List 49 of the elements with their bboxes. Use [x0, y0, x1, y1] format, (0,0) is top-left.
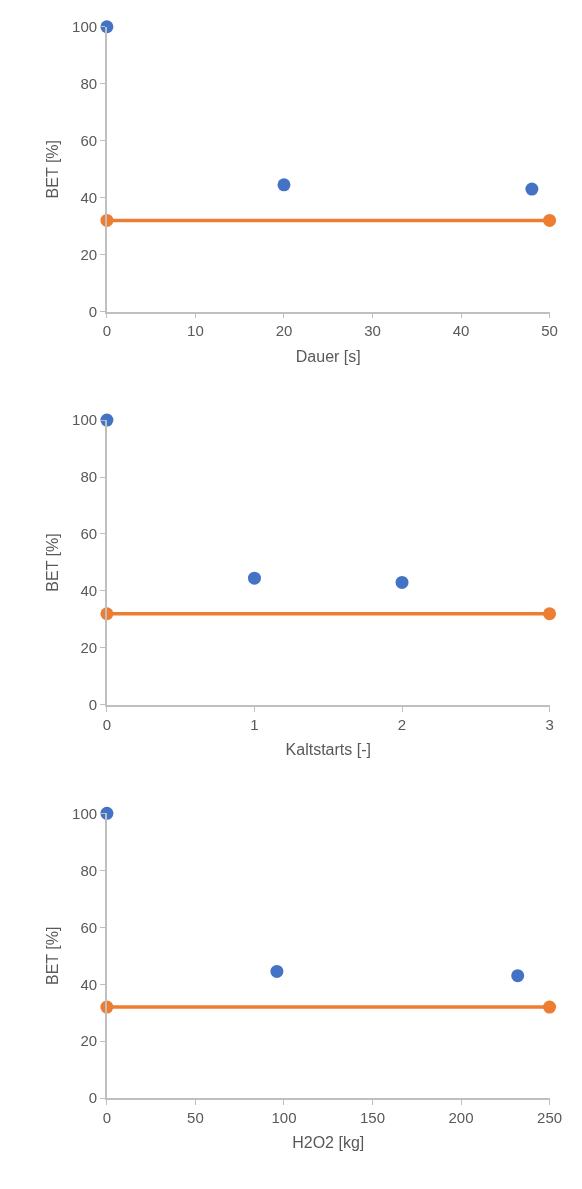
point — [277, 178, 291, 192]
point — [511, 969, 525, 983]
point — [543, 1000, 557, 1014]
y-tick-label: 80 — [80, 468, 98, 486]
y-axis-title: BET [%] — [43, 533, 61, 592]
x-axis-title: Kaltstarts [-] — [285, 740, 371, 758]
y-tick-label: 20 — [80, 639, 98, 657]
x-tick-label: 200 — [448, 1108, 474, 1126]
point — [543, 607, 557, 621]
x-axis-title: Dauer [s] — [295, 347, 361, 365]
y-tick-label: 100 — [72, 17, 98, 35]
y-tick-label: 60 — [80, 131, 98, 149]
y-tick-label: 20 — [80, 245, 98, 263]
x-tick-label: 30 — [364, 322, 381, 340]
x-tick-label: 250 — [537, 1108, 563, 1126]
point — [395, 575, 409, 589]
x-tick-label: 50 — [541, 322, 558, 340]
y-axis-title: BET [%] — [43, 139, 61, 199]
y-tick-label: 0 — [88, 302, 98, 320]
y-axis-title: BET [%] — [43, 926, 61, 985]
x-tick-label: 10 — [187, 322, 204, 340]
x-tick-label: 3 — [545, 715, 554, 733]
y-tick-label: 100 — [72, 804, 98, 822]
y-tick-label: 0 — [88, 696, 98, 714]
y-tick-label: 40 — [80, 188, 98, 206]
point — [525, 182, 539, 196]
y-tick-label: 100 — [72, 411, 98, 429]
x-axis-title: H2O2 [kg] — [292, 1134, 365, 1152]
y-tick-label: 60 — [80, 525, 98, 543]
y-tick-label: 0 — [88, 1089, 98, 1107]
x-tick-label: 50 — [187, 1108, 204, 1126]
point — [270, 964, 284, 978]
x-tick-label: 100 — [271, 1108, 297, 1126]
y-tick-label: 80 — [80, 74, 98, 92]
y-tick-label: 80 — [80, 861, 98, 879]
x-tick-label: 0 — [102, 1108, 112, 1126]
y-tick-label: 20 — [80, 1032, 98, 1050]
x-tick-label: 20 — [275, 322, 293, 340]
x-tick-label: 1 — [250, 715, 259, 733]
x-tick-label: 0 — [102, 715, 112, 733]
x-tick-label: 150 — [360, 1108, 386, 1126]
y-tick-label: 40 — [80, 582, 98, 600]
point — [247, 571, 261, 585]
y-tick-label: 40 — [80, 975, 98, 993]
x-tick-label: 2 — [397, 715, 407, 733]
x-tick-label: 0 — [102, 322, 112, 340]
point — [543, 213, 557, 227]
y-tick-label: 60 — [80, 918, 98, 936]
x-tick-label: 40 — [452, 322, 470, 340]
